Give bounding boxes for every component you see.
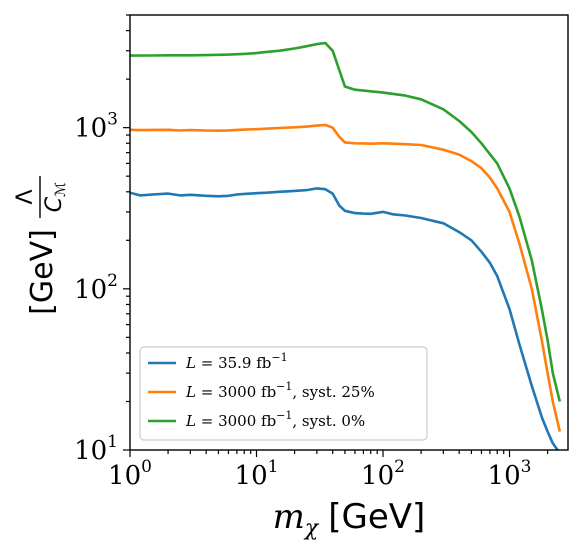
x-tick-label-3: 103 (488, 457, 532, 491)
series-line-0 (130, 187, 559, 450)
plot-lines (130, 41, 562, 450)
y-tick-label-1: 102 (74, 271, 118, 305)
plot-frame (129, 14, 569, 451)
legend-label-2: L = 3000 fb−1, syst. 0% (185, 409, 365, 430)
axis-ticks (123, 14, 549, 457)
x-axis-label: mχ [GeV] (273, 497, 426, 541)
x-tick-label-2: 102 (361, 457, 405, 491)
x-tick-label-1: 101 (235, 457, 279, 491)
series-line-1 (130, 123, 562, 432)
legend-box (139, 346, 428, 441)
y-tick-label-0: 101 (74, 432, 118, 466)
x-axis-subscript: χ (303, 516, 320, 541)
y-axis-fraction-num: Λ (13, 189, 38, 204)
y-tick-label-2: 103 (74, 110, 118, 144)
x-axis-unit: [GeV] (328, 497, 425, 537)
series-line-2 (130, 41, 562, 402)
legend-label-0: L = 35.9 fb−1 (185, 351, 288, 372)
y-axis-den-letter: C (42, 196, 67, 212)
legend-label-1: L = 3000 fb−1, syst. 25% (185, 380, 375, 401)
y-axis-fraction-den: Cℳ (42, 182, 69, 212)
legend: L = 35.9 fb−1 L = 3000 fb−1, syst. 25% L =… (139, 346, 428, 441)
y-axis-unit: [GeV] (25, 229, 60, 315)
y-axis-label: Λ Cℳ [GeV] (13, 176, 69, 315)
x-axis-symbol: m (273, 497, 305, 537)
y-axis-den-sub: ℳ (53, 182, 69, 197)
x-tick-label-0: 100 (108, 457, 152, 491)
